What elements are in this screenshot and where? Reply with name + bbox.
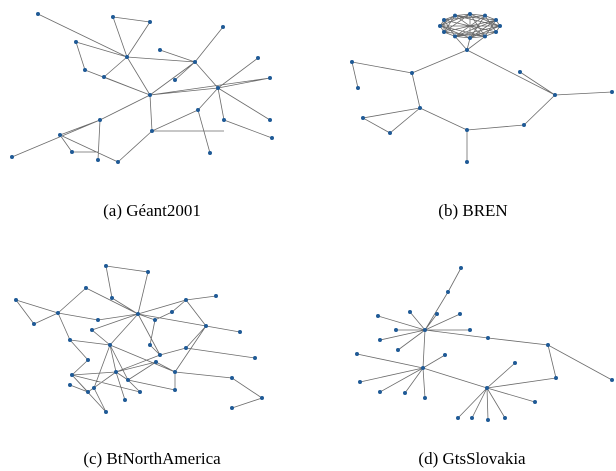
edges	[15, 265, 263, 413]
caption: (a) Géant2001	[103, 201, 201, 220]
caption: (c) BtNorthAmerica	[83, 449, 221, 468]
graph-b	[350, 12, 614, 164]
edges	[356, 267, 613, 421]
nodes	[14, 264, 264, 414]
graph-d	[355, 266, 614, 422]
caption: (b) BREN	[438, 201, 507, 220]
caption: (d) GtsSlovakia	[418, 449, 526, 468]
nodes	[355, 266, 614, 422]
edges	[11, 13, 273, 163]
nodes	[10, 12, 274, 164]
nodes	[350, 12, 614, 164]
graph-c	[14, 264, 264, 414]
graph-a	[10, 12, 274, 164]
edges	[351, 13, 613, 162]
